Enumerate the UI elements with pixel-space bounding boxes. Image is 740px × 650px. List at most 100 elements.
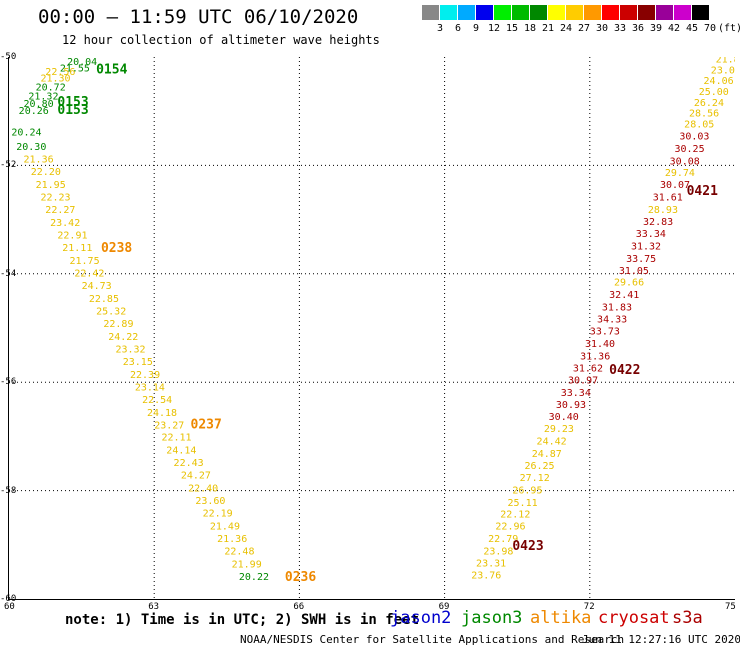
scale-swatch	[692, 5, 710, 20]
time-label: 0237	[191, 417, 222, 432]
wave-height-value: 23.32	[115, 344, 145, 355]
wave-height-value: 23.02	[711, 65, 735, 76]
wave-height-value: 22.42	[74, 269, 104, 280]
scale-label: 24	[559, 23, 573, 34]
wave-height-value: 21.32	[28, 91, 58, 102]
wave-height-value: 22.19	[203, 509, 233, 520]
wave-height-value: 23.98	[483, 547, 513, 558]
wave-height-value: 33.75	[626, 254, 656, 265]
wave-height-value: 22.27	[45, 205, 75, 216]
time-label: 0421	[687, 184, 718, 199]
wave-height-value: 31.83	[602, 303, 632, 314]
wave-height-value: 30.08	[670, 156, 700, 167]
scale-label: 15	[505, 23, 519, 34]
timestamp: Jun 11 12:27:16 UTC 2020	[582, 633, 740, 646]
wave-height-value: 22.79	[488, 534, 518, 545]
wave-height-value: 26.95	[512, 485, 542, 496]
wave-height-value: 27.12	[520, 473, 550, 484]
time-label: 0236	[285, 570, 316, 585]
wave-height-value: 26.24	[694, 98, 724, 109]
satellite-legend-jason3: jason3	[461, 608, 523, 628]
wave-height-value: 23.27	[154, 420, 184, 431]
scale-swatch	[422, 5, 440, 20]
scale-swatch	[620, 5, 638, 20]
time-label: 0423	[512, 539, 543, 554]
lon-tick-label: 75	[725, 602, 736, 612]
wave-height-value: 22.89	[103, 319, 133, 330]
wave-height-value: 21.99	[232, 560, 262, 571]
time-label: 0422	[609, 363, 640, 378]
wave-height-value: 30.93	[556, 400, 586, 411]
wave-height-value: 20.04	[67, 57, 97, 68]
scale-label: 33	[613, 23, 627, 34]
wave-height-value: 25.00	[699, 87, 729, 98]
wave-height-value: 23.76	[471, 570, 501, 581]
wave-height-value: 22.11	[161, 433, 191, 444]
scale-swatch	[548, 5, 566, 20]
scale-label: 21	[541, 23, 555, 34]
wave-height-value: 29.74	[665, 168, 695, 179]
wave-height-value: 22.20	[31, 167, 61, 178]
wave-height-value: 23.60	[195, 496, 225, 507]
wave-height-value: 28.56	[689, 109, 719, 120]
lon-tick-label: 63	[148, 602, 160, 612]
scale-label: 42	[667, 23, 681, 34]
wave-height-value: 21.49	[210, 522, 240, 533]
wave-height-value: 24.27	[181, 471, 211, 482]
wave-height-value: 22.40	[188, 484, 218, 495]
time-label: 0238	[101, 241, 132, 256]
lat-tick-label: -54	[0, 268, 17, 279]
wave-height-value: 30.07	[660, 180, 690, 191]
lon-tick-label: 69	[438, 602, 450, 612]
wave-height-value: 22.12	[500, 510, 530, 521]
wave-height-value: 22.23	[40, 193, 70, 204]
scale-swatch	[494, 5, 512, 20]
lon-tick-label: 60	[4, 602, 15, 612]
scale-label: 6	[454, 23, 462, 34]
wave-height-value: 31.40	[585, 339, 615, 350]
wave-height-value: 24.06	[704, 76, 734, 87]
wave-height-value: 23.14	[135, 382, 165, 393]
wave-height-value: 22.48	[224, 547, 254, 558]
wave-height-value: 22.54	[142, 395, 172, 406]
scale-label: 30	[595, 23, 609, 34]
time-label: 0153	[57, 95, 88, 110]
credit-line: NOAA/NESDIS Center for Satellite Applica…	[240, 633, 625, 646]
wave-height-value: 26.25	[524, 461, 554, 472]
wave-height-value: 20.80	[24, 99, 54, 110]
scale-label: 18	[523, 23, 537, 34]
wave-height-value: 20.72	[36, 83, 66, 94]
wave-height-value: 33.34	[561, 388, 591, 399]
wave-height-value: 22.96	[495, 522, 525, 533]
scale-swatch	[656, 5, 674, 20]
wave-height-value: 21.36	[24, 155, 54, 166]
wave-height-value: 21.95	[36, 180, 66, 191]
time-label: 0153	[57, 103, 88, 118]
scale-swatch	[566, 5, 584, 20]
map-title: 00:00 – 11:59 UTC 06/10/2020	[38, 6, 359, 28]
wave-height-value: 30.25	[675, 144, 705, 155]
wave-height-value: 20.24	[11, 128, 41, 139]
wave-height-value: 31.05	[619, 266, 649, 277]
wave-height-value: 33.73	[590, 327, 620, 338]
wave-height-value: 21.75	[70, 256, 100, 267]
lat-tick-label: -50	[0, 52, 17, 62]
wave-height-value: 24.22	[108, 332, 138, 343]
wave-height-value: 21.11	[62, 243, 92, 254]
scale-label: 39	[649, 23, 663, 34]
wave-height-value: 30.03	[679, 131, 709, 142]
units-note: note: 1) Time is in UTC; 2) SWH is in fe…	[65, 612, 420, 628]
scale-label: 3	[436, 23, 444, 34]
time-label: 0154	[96, 62, 127, 77]
scale-swatch	[530, 5, 548, 20]
wave-height-value: 31.62	[573, 363, 603, 374]
plot-area: 20.04 21.55 22.56 21.30 20.72 21.32 20.80 20.26…	[8, 57, 735, 600]
lat-tick-label: -56	[0, 377, 17, 388]
scale-swatch	[458, 5, 476, 20]
scale-label: 12	[487, 23, 501, 34]
scale-swatch	[440, 5, 458, 20]
scale-swatch	[602, 5, 620, 20]
wave-height-value: 33.34	[636, 229, 666, 240]
wave-height-value: 20.22	[239, 572, 269, 583]
wave-height-value: 22.39	[130, 370, 160, 381]
